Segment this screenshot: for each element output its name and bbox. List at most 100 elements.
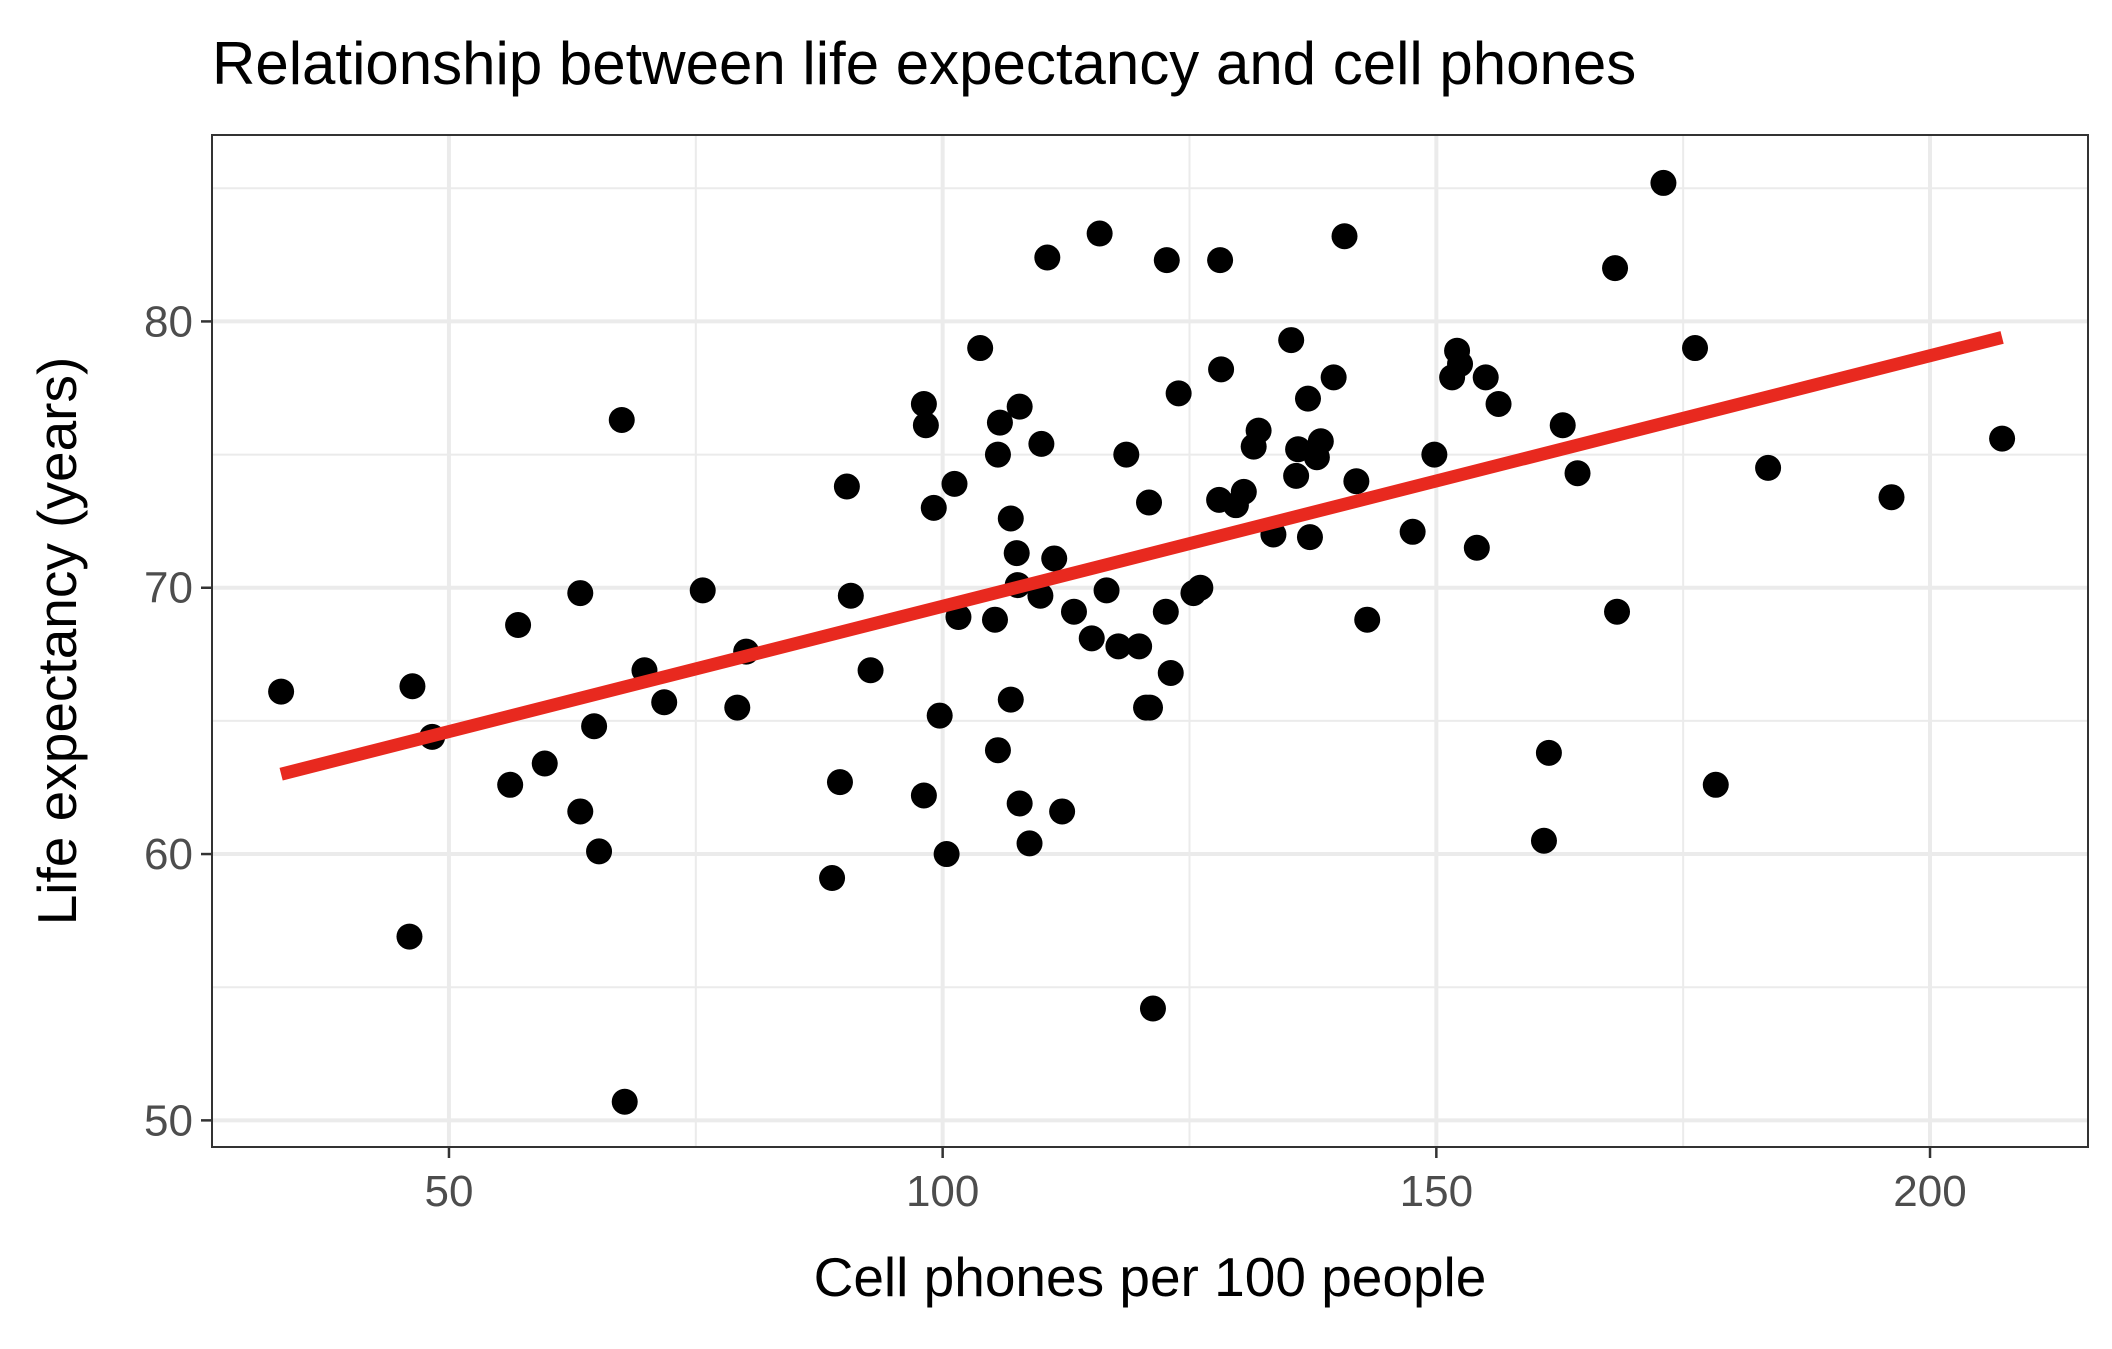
data-point <box>967 335 994 362</box>
y-tick-label: 70 <box>144 564 193 613</box>
data-point <box>1006 393 1033 420</box>
data-point <box>1207 247 1234 274</box>
data-point <box>505 612 532 639</box>
chart-title: Relationship between life expectancy and… <box>212 30 1636 97</box>
data-point <box>1602 255 1629 282</box>
data-point <box>1564 460 1591 487</box>
plot-panel-border <box>211 134 2089 1148</box>
data-point <box>1041 545 1068 572</box>
data-point <box>833 473 860 500</box>
data-point <box>1604 598 1631 625</box>
data-point <box>941 470 968 497</box>
data-point <box>1028 430 1055 457</box>
data-point <box>1283 462 1310 489</box>
x-tick-label: 150 <box>1400 1167 1473 1216</box>
axis-tick-labels: 50 100 150 200 50 60 70 80 <box>144 297 1967 1216</box>
data-point <box>1307 428 1334 455</box>
data-point <box>497 771 524 798</box>
data-point <box>1016 830 1043 857</box>
y-tick-label: 60 <box>144 830 193 879</box>
data-point <box>1139 995 1166 1022</box>
x-tick-label: 200 <box>1893 1167 1966 1216</box>
trend-line-layer <box>279 331 2004 781</box>
data-point <box>567 580 594 607</box>
data-point <box>984 441 1011 468</box>
data-point <box>724 694 751 721</box>
data-point <box>1472 364 1499 391</box>
data-point <box>857 657 884 684</box>
data-point <box>1113 441 1140 468</box>
data-point <box>1549 412 1576 439</box>
data-point <box>611 1088 638 1115</box>
data-point <box>1153 247 1180 274</box>
data-point <box>689 577 716 604</box>
data-point <box>1989 425 2016 452</box>
data-point <box>1208 356 1235 383</box>
data-point <box>1463 534 1490 561</box>
data-point <box>608 406 635 433</box>
data-point <box>1354 606 1381 633</box>
data-point <box>1003 540 1030 567</box>
x-tick-label: 100 <box>906 1167 979 1216</box>
data-point <box>586 838 613 865</box>
data-point <box>997 505 1024 532</box>
data-point <box>1105 633 1132 660</box>
data-point <box>837 582 864 609</box>
data-point <box>997 686 1024 713</box>
data-point <box>1755 454 1782 481</box>
data-point <box>1230 478 1257 505</box>
x-axis-title: Cell phones per 100 people <box>814 1246 1487 1308</box>
data-point <box>399 673 426 700</box>
data-point <box>933 841 960 868</box>
data-point <box>396 923 423 950</box>
data-point <box>268 678 295 705</box>
data-point <box>1320 364 1347 391</box>
data-point <box>910 782 937 809</box>
axis-ticks <box>201 320 1932 1158</box>
data-points <box>268 169 2016 1115</box>
data-point <box>1157 659 1184 686</box>
data-point <box>1152 598 1179 625</box>
data-point <box>567 798 594 825</box>
data-point <box>1006 790 1033 817</box>
data-point <box>1136 489 1163 516</box>
data-point <box>1294 385 1321 412</box>
data-point <box>1682 335 1709 362</box>
data-point <box>1535 739 1562 766</box>
data-point <box>1447 351 1474 378</box>
data-point <box>1485 390 1512 417</box>
data-point <box>1126 633 1153 660</box>
data-point <box>1049 798 1076 825</box>
data-point <box>1296 524 1323 551</box>
data-point <box>1245 417 1272 444</box>
data-point <box>651 689 678 716</box>
trend-line <box>279 331 2004 781</box>
data-point <box>1278 327 1305 354</box>
data-point <box>1530 827 1557 854</box>
data-point <box>1331 223 1358 250</box>
y-tick-label: 80 <box>144 297 193 346</box>
data-point <box>1702 771 1729 798</box>
data-point <box>1650 169 1677 196</box>
data-point <box>1187 574 1214 601</box>
data-point <box>910 390 937 417</box>
data-point <box>819 865 846 892</box>
data-point <box>981 606 1008 633</box>
data-point <box>984 737 1011 764</box>
data-point <box>912 412 939 439</box>
data-point <box>1421 441 1448 468</box>
data-point <box>1034 244 1061 271</box>
data-point <box>1086 220 1113 247</box>
data-point <box>1060 598 1087 625</box>
minor-gridlines <box>212 135 2088 1147</box>
major-gridlines <box>212 135 2088 1147</box>
y-axis-title: Life expectancy (years) <box>26 357 88 926</box>
y-tick-label: 50 <box>144 1096 193 1145</box>
data-point <box>1343 468 1370 495</box>
data-point <box>1165 380 1192 407</box>
data-point <box>531 750 558 777</box>
data-point <box>1878 484 1905 511</box>
data-point <box>1137 694 1163 721</box>
